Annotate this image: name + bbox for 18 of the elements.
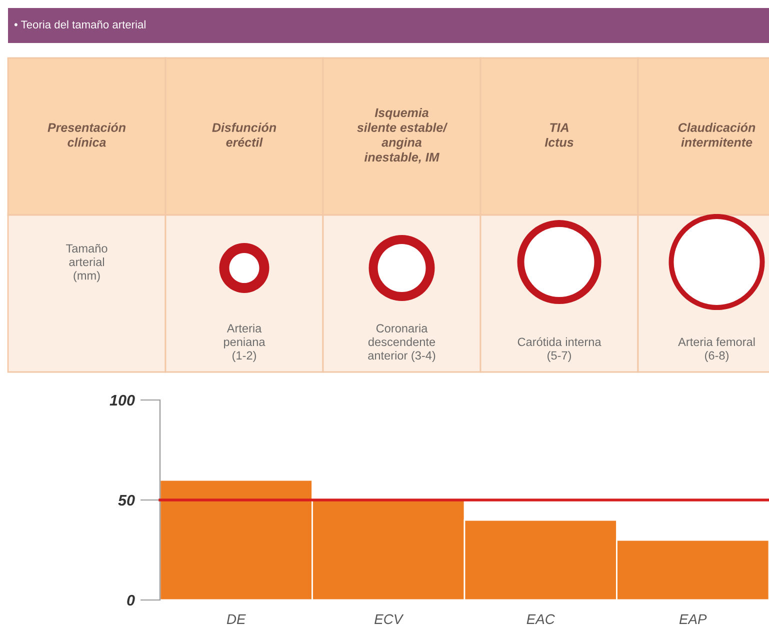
x-tick-label: ECV [374, 614, 404, 624]
y-tick-label: 50 [118, 494, 135, 506]
text: Arteria peniana (1-2) [224, 324, 266, 362]
text: TIA Ictus [544, 123, 574, 147]
text: Carótida interna (5-7) [518, 337, 602, 362]
x-tick-label: DE [226, 614, 246, 624]
y-tick-label: 100 [110, 394, 135, 406]
text: Disfunción eréctil [212, 122, 276, 147]
text: Tamaño arterial (mm) [66, 244, 108, 282]
text: Presentación clínica [48, 122, 126, 147]
text: Claudicación intermitente [678, 122, 756, 147]
text: Isquemia silente estable/ angina inestable, IM [357, 108, 448, 164]
text: • Teoria del tamaño arterial [14, 20, 146, 28]
text: Arteria femoral (6-8) [678, 337, 755, 362]
text: Coronaria descendente anterior (3-4) [368, 324, 436, 362]
x-tick-label: EAP [679, 614, 707, 624]
y-tick-label: 0 [127, 594, 135, 606]
x-tick-label: EAC [526, 614, 555, 624]
